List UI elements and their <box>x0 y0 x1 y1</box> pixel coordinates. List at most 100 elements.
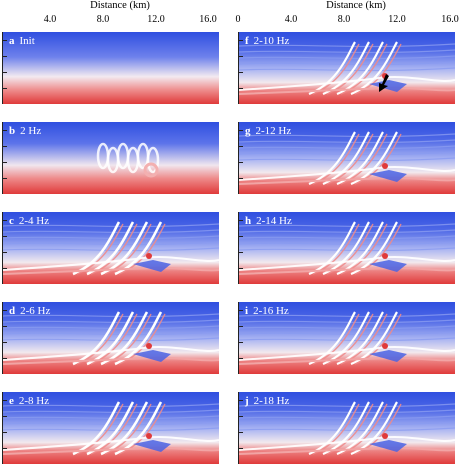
panel-letter: d <box>9 305 16 317</box>
depth-tick <box>3 432 7 433</box>
left-x-tick-16: 16.0 <box>199 14 217 25</box>
right-x-tick-4: 4.0 <box>284 14 298 25</box>
fold-line <box>354 313 402 365</box>
layer-line <box>3 427 219 432</box>
wedge-mark <box>369 350 407 362</box>
depth-tick <box>239 268 243 269</box>
panel-label: e 2-8 Hz <box>9 395 49 407</box>
fold-line <box>354 223 402 275</box>
reflector-line <box>3 356 219 365</box>
depth-ticks <box>239 32 243 104</box>
velocity-model-image <box>3 392 219 464</box>
depth-tick <box>239 342 243 343</box>
depth-tick <box>3 268 7 269</box>
layer-line <box>3 415 219 420</box>
depth-ticks <box>239 212 243 284</box>
panel-label: g 2-12 Hz <box>245 125 291 137</box>
panel-e: e 2-8 Hz <box>2 392 219 464</box>
reflector-line <box>3 446 219 455</box>
layer-line <box>3 319 219 324</box>
panel-letter: b <box>9 125 16 137</box>
layer-line <box>3 331 219 336</box>
depth-tick <box>239 236 243 237</box>
layer-line <box>239 331 455 336</box>
depth-tick <box>239 448 243 449</box>
velocity-model-image <box>239 212 455 284</box>
depth-tick <box>3 310 7 311</box>
panel-g: g 2-12 Hz <box>238 122 455 194</box>
panel-b: b 2 Hz <box>2 122 219 194</box>
velocity-model-image <box>3 32 219 104</box>
depth-tick <box>3 252 7 253</box>
velocity-model-image <box>239 392 455 464</box>
depth-tick <box>239 310 243 311</box>
velocity-model-image <box>3 302 219 374</box>
right-x-tick-0: 0 <box>235 14 241 25</box>
reflector-line <box>3 346 219 361</box>
reflector-line <box>239 446 455 455</box>
depth-tick <box>239 400 243 401</box>
fold-line <box>118 223 166 275</box>
depth-tick <box>3 358 7 359</box>
depth-tick <box>3 162 7 163</box>
panel-letter: e <box>9 395 14 407</box>
layer-line <box>3 223 219 228</box>
right-x-tick-16: 16.0 <box>441 14 459 25</box>
layer-line <box>3 403 219 408</box>
wedge-mark <box>369 170 407 182</box>
reflector-line <box>239 176 455 185</box>
anomaly-mark <box>382 343 388 349</box>
reflector-line <box>239 256 455 271</box>
layer-line <box>3 313 219 318</box>
depth-ticks <box>239 122 243 194</box>
reflector-line <box>239 346 455 361</box>
wedge-mark <box>133 260 171 272</box>
panel-letter: g <box>245 125 251 137</box>
depth-tick <box>3 130 7 131</box>
panel-letter: f <box>245 35 249 47</box>
depth-tick <box>3 56 7 57</box>
depth-tick <box>3 326 7 327</box>
panel-c: c 2-4 Hz <box>2 212 219 284</box>
arrow-icon <box>379 74 389 92</box>
depth-ticks <box>3 392 7 464</box>
layer-line <box>239 223 455 228</box>
layer-line <box>239 229 455 234</box>
velocity-model-image <box>239 302 455 374</box>
depth-tick <box>239 178 243 179</box>
anomaly-mark <box>382 253 388 259</box>
layer-line <box>239 157 455 162</box>
layer-line <box>239 139 455 144</box>
reflector-line <box>239 356 455 365</box>
panel-label: j 2-18 Hz <box>245 395 289 407</box>
panel-frequency: 2-10 Hz <box>253 35 290 47</box>
depth-tick <box>239 162 243 163</box>
depth-tick <box>239 146 243 147</box>
panel-h: h 2-14 Hz <box>238 212 455 284</box>
reflector-line <box>3 256 219 271</box>
anomaly-mark <box>146 433 152 439</box>
layer-line <box>239 415 455 420</box>
reflector-line <box>239 166 455 181</box>
panel-d: d 2-6 Hz <box>2 302 219 374</box>
depth-tick <box>3 236 7 237</box>
depth-ticks <box>3 212 7 284</box>
panel-j: j 2-18 Hz <box>238 392 455 464</box>
distance-axis-title-right: Distance (km) <box>326 0 386 11</box>
depth-tick <box>239 252 243 253</box>
panel-frequency: 2-14 Hz <box>256 215 292 227</box>
layer-line <box>239 151 455 156</box>
right-x-tick-8: 8.0 <box>337 14 351 25</box>
depth-tick <box>239 432 243 433</box>
depth-tick <box>3 400 7 401</box>
panel-label: b 2 Hz <box>9 125 41 137</box>
panel-a: a Init <box>2 32 219 104</box>
layer-line <box>239 319 455 324</box>
depth-tick <box>3 88 7 89</box>
depth-ticks <box>3 122 7 194</box>
depth-tick <box>3 416 7 417</box>
fold-line <box>118 403 166 455</box>
layer-line <box>239 145 455 150</box>
fold-line <box>354 133 402 185</box>
layer-line <box>239 403 455 408</box>
